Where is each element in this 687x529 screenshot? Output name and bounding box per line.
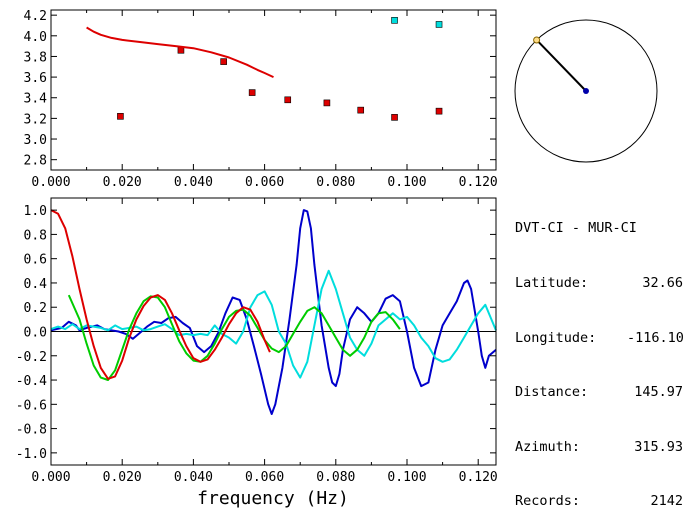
x-tick-label: 0.020 [103, 175, 142, 190]
x-tick-label: 0.080 [316, 470, 355, 485]
y-tick-label: 0.6 [24, 253, 47, 268]
velocity-point [435, 107, 443, 115]
velocity-plot-frame [50, 9, 497, 171]
info-label: Distance: [515, 384, 589, 401]
correlation-y-ticks: 1.0 0.8 0.6 0.4 0.2 0.0 -0.2 -0.4 -0.6 -0.8 -1.0 [16, 204, 496, 462]
x-tick-label: 0.060 [245, 470, 284, 485]
azimuth-line [535, 39, 587, 92]
info-label: Latitude: [515, 275, 589, 292]
info-label: Longitude: [515, 329, 597, 346]
correlation-series [50, 209, 497, 415]
y-tick-label: 0.2 [24, 301, 47, 316]
series-line-2 [86, 26, 274, 79]
info-value: 32.66 [642, 275, 683, 292]
velocity-point [323, 99, 331, 107]
x-tick-label: 0.040 [174, 175, 213, 190]
info-row-latitude: Latitude: 32.66 [515, 274, 683, 292]
correlation-x-ticks: 0.000 0.020 0.040 0.060 0.080 0.100 0.120 [31, 198, 498, 485]
x-tick-label: 0.100 [387, 175, 426, 190]
series-line-1 [50, 269, 497, 379]
azimuth-circle [514, 19, 658, 163]
y-tick-label: 4.0 [24, 30, 47, 45]
info-value: -116.10 [627, 329, 684, 346]
y-tick-label: 3.0 [24, 133, 47, 148]
x-tick-label: 0.000 [31, 470, 70, 485]
y-tick-label: 3.8 [24, 50, 47, 65]
y-tick-label: -0.8 [16, 423, 47, 438]
info-row-records: Records: 2142 [515, 492, 683, 510]
info-row-distance: Distance: 145.97 [515, 383, 683, 401]
info-value: 315.93 [634, 438, 683, 455]
y-tick-label: 3.2 [24, 112, 47, 127]
x-tick-label: 0.000 [31, 175, 70, 190]
y-tick-label: -0.4 [16, 374, 47, 389]
series-line-3 [50, 209, 271, 380]
y-tick-label: 2.8 [24, 154, 47, 169]
y-tick-label: 3.4 [24, 92, 48, 107]
x-tick-label: 0.080 [316, 175, 355, 190]
info-row-azimuth: Azimuth: 315.93 [515, 438, 683, 456]
velocity-point [391, 17, 398, 24]
info-label: Azimuth: [515, 438, 581, 455]
velocity-point [357, 106, 365, 114]
y-tick-label: 0.8 [24, 228, 47, 243]
x-tick-label: 0.100 [387, 470, 426, 485]
y-tick-label: 4.2 [24, 9, 47, 24]
correlation-plot: 0.000 0.020 0.040 0.060 0.080 0.100 0.120 1.00… [16, 197, 498, 509]
azimuth-indicator [514, 19, 658, 163]
series-line-0 [50, 209, 497, 415]
x-tick-label: 0.040 [174, 470, 213, 485]
info-value: 145.97 [634, 384, 683, 401]
station-info: DVT-CI - MUR-CI Latitude: 32.66 Longitude… [515, 183, 684, 529]
info-value: 2142 [650, 493, 683, 510]
y-tick-label: 0.0 [24, 326, 47, 341]
info-row-longitude: Longitude: -116.10 [515, 329, 684, 347]
azimuth-center-dot [583, 88, 589, 94]
y-tick-label: -0.6 [16, 398, 47, 413]
series-line-2 [67, 294, 401, 381]
velocity-point [284, 96, 292, 104]
velocity-x-ticks: 0.000 0.020 0.040 0.060 0.080 0.100 0.120 [31, 10, 498, 190]
velocity-plot: 0.000 0.020 0.040 0.060 0.080 0.100 0.120 2.8 3… [24, 9, 498, 190]
x-tick-label: 0.060 [245, 175, 284, 190]
y-tick-label: -0.2 [16, 350, 47, 365]
info-label: Records: [515, 493, 581, 510]
x-tick-label: 0.020 [103, 470, 142, 485]
velocity-point [220, 58, 227, 65]
y-tick-label: -1.0 [16, 447, 47, 462]
velocity-point [435, 21, 443, 28]
velocity-point [391, 114, 398, 121]
x-axis-title: frequency (Hz) [197, 488, 349, 509]
velocity-point [177, 46, 185, 54]
x-tick-label: 0.120 [459, 175, 498, 190]
station-pair-title: DVT-CI - MUR-CI [515, 220, 637, 237]
y-tick-label: 1.0 [24, 204, 47, 219]
y-tick-label: 0.4 [24, 277, 48, 292]
x-tick-label: 0.120 [459, 470, 498, 485]
y-tick-label: 3.6 [24, 71, 47, 86]
velocity-point [117, 113, 124, 120]
velocity-series [86, 17, 443, 121]
velocity-point [248, 89, 256, 96]
velocity-y-ticks: 2.8 3.0 3.2 3.4 3.6 3.8 4.0 4.2 [24, 9, 496, 169]
azimuth-end-dot [533, 36, 541, 44]
